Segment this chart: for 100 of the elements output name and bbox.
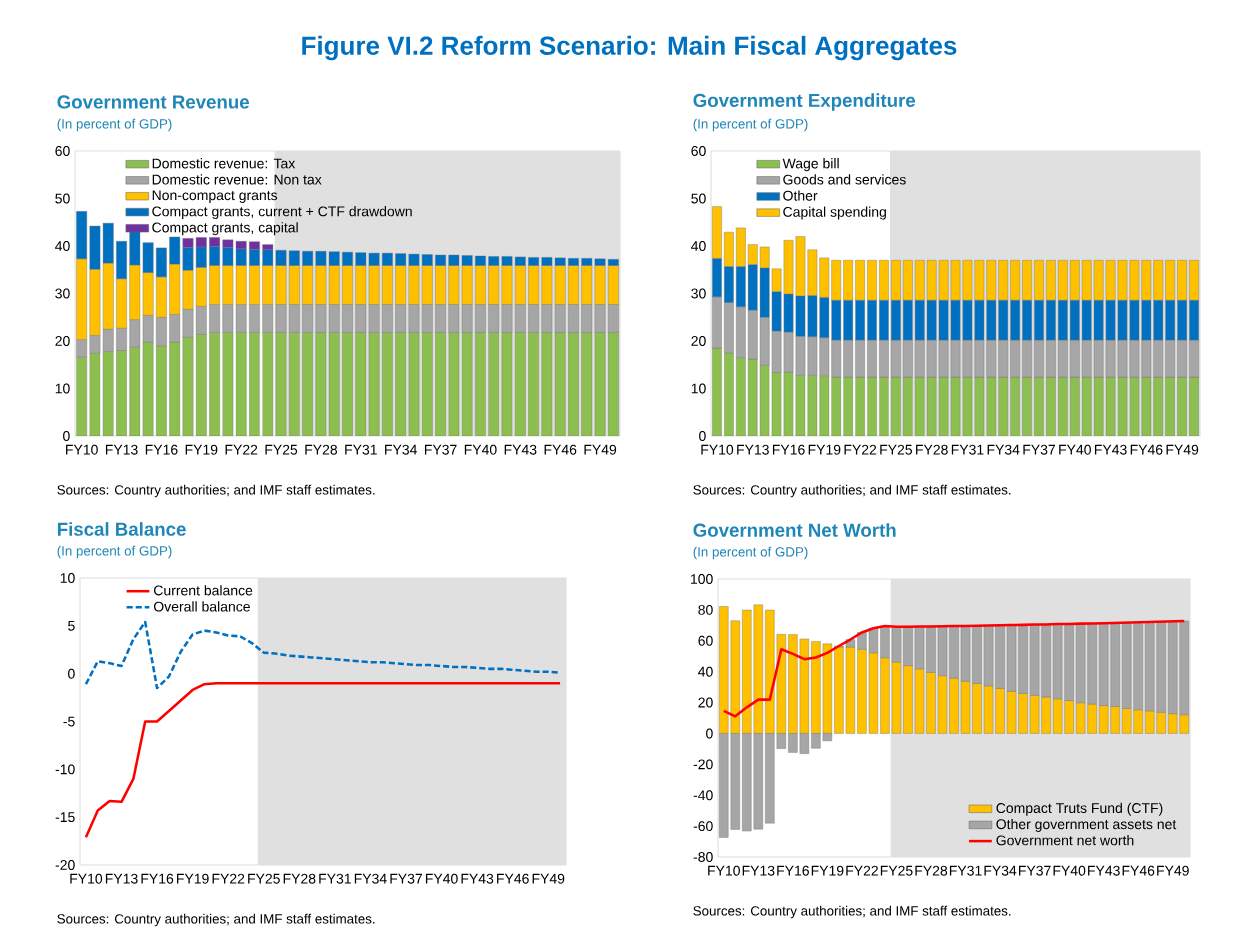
x-tick-label: FY40 [425, 873, 458, 884]
x-tick-label: FY16 [777, 865, 809, 876]
x-tick-label: FY34 [385, 444, 417, 455]
y-tick-label: 30 [55, 288, 70, 299]
x-tick-label: FY31 [319, 873, 351, 884]
legend-label: Other government assets net [996, 818, 1177, 832]
x-tick-label: FY34 [984, 865, 1017, 876]
legend-label: Goods and services [783, 174, 906, 185]
x-tick-label: FY31 [345, 444, 377, 455]
x-tick-label: FY37 [1019, 865, 1051, 876]
y-tick-label: 50 [55, 193, 70, 204]
chart-title: Government Expenditure [693, 93, 916, 111]
x-tick-label: FY10 [708, 865, 740, 876]
x-tick-label: FY22 [212, 873, 245, 884]
x-tick-label: FY13 [105, 873, 138, 884]
x-tick-label: FY37 [424, 444, 457, 455]
y-tick-label: 20 [698, 697, 713, 708]
x-tick-label: FY28 [916, 444, 948, 455]
y-tick-label: 20 [55, 336, 70, 346]
x-tick-label: FY19 [177, 873, 209, 884]
legend-label: Domestic revenue: Tax [152, 158, 296, 169]
x-tick-label: FY10 [66, 444, 98, 455]
source-note: Sources: Country authorities; and IMF staff estimates. [57, 484, 375, 498]
chart-subtitle: (In percent of GDP) [57, 118, 172, 132]
y-tick-label: 40 [698, 666, 713, 677]
x-tick-label: FY25 [265, 444, 298, 455]
legend-label: Compact Truts Fund (CTF) [996, 802, 1163, 816]
legend-label: Non-compact grants [152, 190, 278, 203]
y-tick-label: 50 [691, 193, 706, 204]
y-tick-label: 60 [698, 635, 713, 646]
x-tick-label: FY46 [1130, 444, 1163, 455]
x-tick-label: FY31 [951, 444, 984, 455]
y-tick-label: 20 [691, 336, 706, 346]
x-tick-label: FY13 [737, 444, 769, 455]
y-tick-label: 0 [68, 668, 75, 679]
y-tick-label: -5 [63, 716, 75, 727]
x-tick-label: FY43 [1094, 444, 1127, 455]
x-tick-label: FY22 [846, 865, 878, 876]
x-tick-label: FY49 [584, 444, 617, 455]
x-tick-label: FY25 [880, 865, 913, 876]
legend-label: Compact grants, current + CTF drawdown [152, 206, 412, 220]
legend-label: Domestic revenue: Non tax [152, 174, 322, 185]
x-tick-label: FY40 [1053, 865, 1086, 876]
x-tick-label: FY43 [504, 444, 537, 455]
text: Figure VI.2 Reform Scenario: Main Fiscal Aggregates [302, 35, 957, 61]
x-tick-label: FY43 [1088, 865, 1120, 876]
legend-label: Government net worth [996, 835, 1134, 846]
y-tick-label: 0 [699, 431, 706, 441]
y-tick-label: -20 [55, 860, 75, 870]
y-tick-label: 5 [68, 620, 75, 631]
source-note: Sources: Country authorities; and IMF staff estimates. [693, 484, 1011, 498]
y-tick-label: -10 [55, 764, 75, 775]
x-tick-label: FY34 [354, 873, 387, 884]
x-tick-label: FY13 [105, 444, 138, 455]
x-tick-label: FY40 [1059, 444, 1091, 455]
y-tick-label: -20 [693, 759, 713, 770]
x-tick-label: FY40 [464, 444, 497, 455]
x-tick-label: FY25 [248, 873, 280, 884]
x-tick-label: FY49 [1157, 865, 1189, 876]
x-tick-label: FY43 [461, 873, 494, 884]
y-tick-label: 40 [691, 241, 706, 251]
x-tick-label: FY34 [987, 444, 1020, 455]
x-tick-label: FY28 [305, 444, 338, 455]
chart-title: Government Revenue [57, 95, 249, 109]
source-note: Sources: Country authorities; and IMF staff estimates. [57, 913, 375, 927]
x-tick-label: FY28 [283, 873, 316, 884]
legend-label: Capital spending [783, 206, 886, 220]
x-tick-label: FY28 [915, 865, 948, 876]
x-tick-label: FY31 [949, 865, 982, 876]
y-tick-label: 10 [55, 383, 70, 394]
y-tick-label: 0 [706, 728, 713, 739]
x-tick-label: FY13 [742, 865, 775, 876]
x-tick-label: FY16 [145, 444, 178, 455]
x-tick-label: FY10 [701, 444, 734, 455]
y-tick-label: 60 [55, 146, 70, 156]
legend-label: Compact grants, capital [152, 222, 298, 236]
y-tick-label: -15 [55, 812, 75, 823]
x-tick-label: FY37 [1023, 444, 1056, 455]
source-note: Sources: Country authorities; and IMF staff estimates. [693, 905, 1011, 919]
y-tick-label: 30 [691, 288, 706, 299]
y-tick-label: -60 [693, 821, 713, 832]
x-tick-label: FY19 [185, 444, 218, 455]
y-tick-label: 10 [60, 573, 75, 583]
x-tick-label: FY46 [544, 444, 577, 455]
x-tick-label: FY49 [1166, 444, 1199, 455]
x-tick-label: FY49 [532, 873, 565, 884]
chart-title: Government Net Worth [693, 523, 896, 537]
legend-label: Wage bill [782, 158, 839, 172]
y-tick-label: -80 [693, 852, 713, 862]
x-tick-label: FY16 [141, 873, 174, 884]
chart-title: Fiscal Balance [57, 522, 186, 536]
chart-subtitle: (In percent of GDP) [693, 118, 808, 132]
x-tick-label: FY25 [880, 444, 913, 455]
legend-label: Overall balance [153, 601, 250, 612]
x-tick-label: FY46 [1122, 865, 1155, 876]
chart-subtitle: (In percent of GDP) [57, 545, 172, 559]
y-tick-label: 100 [691, 574, 713, 584]
legend-label: Other [783, 190, 818, 201]
y-tick-label: 40 [55, 241, 70, 251]
x-tick-label: FY19 [811, 865, 844, 876]
